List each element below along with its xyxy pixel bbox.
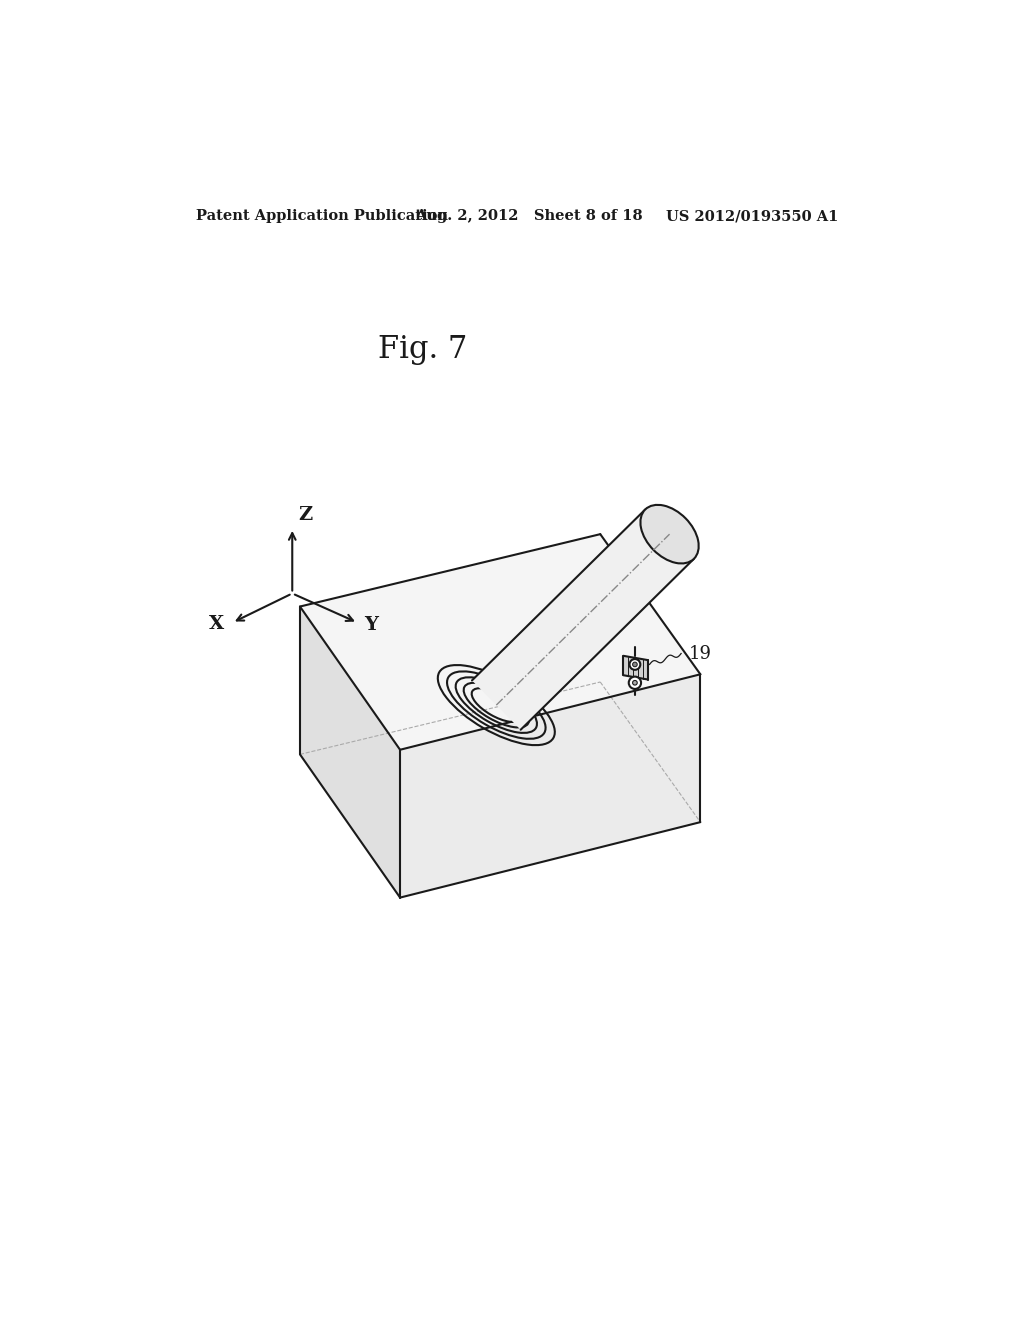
Polygon shape: [472, 510, 694, 730]
Ellipse shape: [640, 504, 698, 564]
Polygon shape: [624, 656, 648, 680]
Text: Aug. 2, 2012   Sheet 8 of 18: Aug. 2, 2012 Sheet 8 of 18: [416, 209, 643, 223]
Text: US 2012/0193550 A1: US 2012/0193550 A1: [666, 209, 838, 223]
Text: Fig. 7: Fig. 7: [379, 334, 468, 364]
Circle shape: [633, 681, 637, 685]
Circle shape: [629, 677, 641, 689]
Circle shape: [633, 663, 637, 667]
Polygon shape: [300, 535, 700, 750]
Text: 19: 19: [689, 644, 712, 663]
Text: X: X: [209, 615, 224, 634]
Polygon shape: [300, 607, 400, 898]
Polygon shape: [400, 675, 700, 898]
Text: Y: Y: [364, 616, 378, 634]
Text: Patent Application Publication: Patent Application Publication: [196, 209, 449, 223]
Text: Z: Z: [298, 506, 312, 524]
Circle shape: [630, 659, 640, 669]
